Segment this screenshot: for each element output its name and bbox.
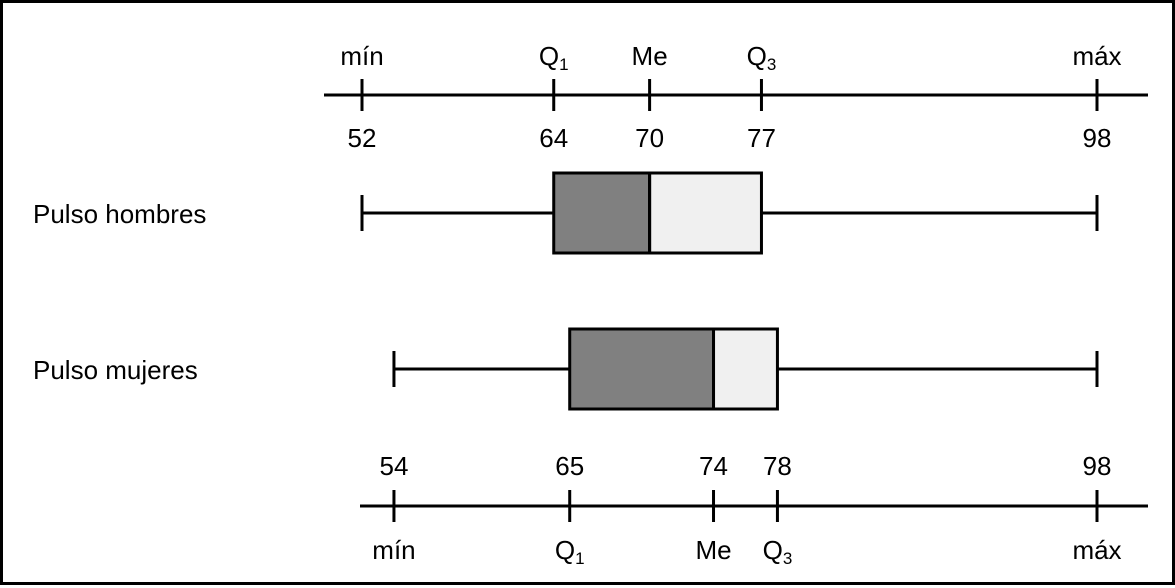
- bottom-axis-stat-label-q1: Q1: [555, 535, 585, 568]
- top-axis-value-label-q3: 77: [747, 123, 776, 153]
- top-axis-value-label-q1: 64: [539, 123, 568, 153]
- box-lower-men: [552, 171, 652, 255]
- box-upper-men: [648, 171, 763, 255]
- top-axis-value-label-min: 52: [348, 123, 377, 153]
- series-label-men: Pulso hombres: [33, 199, 206, 229]
- bottom-axis-stat-label-min: mín: [372, 535, 415, 565]
- top-axis-stat-label-median: Me: [632, 41, 668, 71]
- top-axis-stat-label-q3: Q3: [747, 41, 777, 74]
- bottom-axis-value-label-min: 54: [379, 451, 408, 481]
- bottom-axis-stat-label-q3: Q3: [763, 535, 793, 568]
- bottom-axis-value-label-max: 98: [1083, 451, 1112, 481]
- bottom-axis-stat-label-max: máx: [1072, 535, 1121, 565]
- box-upper-women: [712, 327, 779, 411]
- series-label-women: Pulso mujeres: [33, 355, 198, 385]
- box-lower-women: [568, 327, 716, 411]
- top-axis-stat-label-min: mín: [340, 41, 383, 71]
- top-axis-value-label-max: 98: [1083, 123, 1112, 153]
- boxplot-chart: mín 52 Q1 64 Me 70 Q3 77 máx 98 54 mín 65 Q1 74 Me 78 Q3 9…: [33, 41, 1148, 568]
- top-axis-stat-label-q1: Q1: [539, 41, 569, 74]
- bottom-axis-value-label-q3: 78: [763, 451, 792, 481]
- bottom-axis-value-label-median: 74: [699, 451, 728, 481]
- top-axis-stat-label-max: máx: [1072, 41, 1121, 71]
- bottom-axis-stat-label-median: Me: [695, 535, 731, 565]
- bottom-axis-value-label-q1: 65: [555, 451, 584, 481]
- top-axis-value-label-median: 70: [635, 123, 664, 153]
